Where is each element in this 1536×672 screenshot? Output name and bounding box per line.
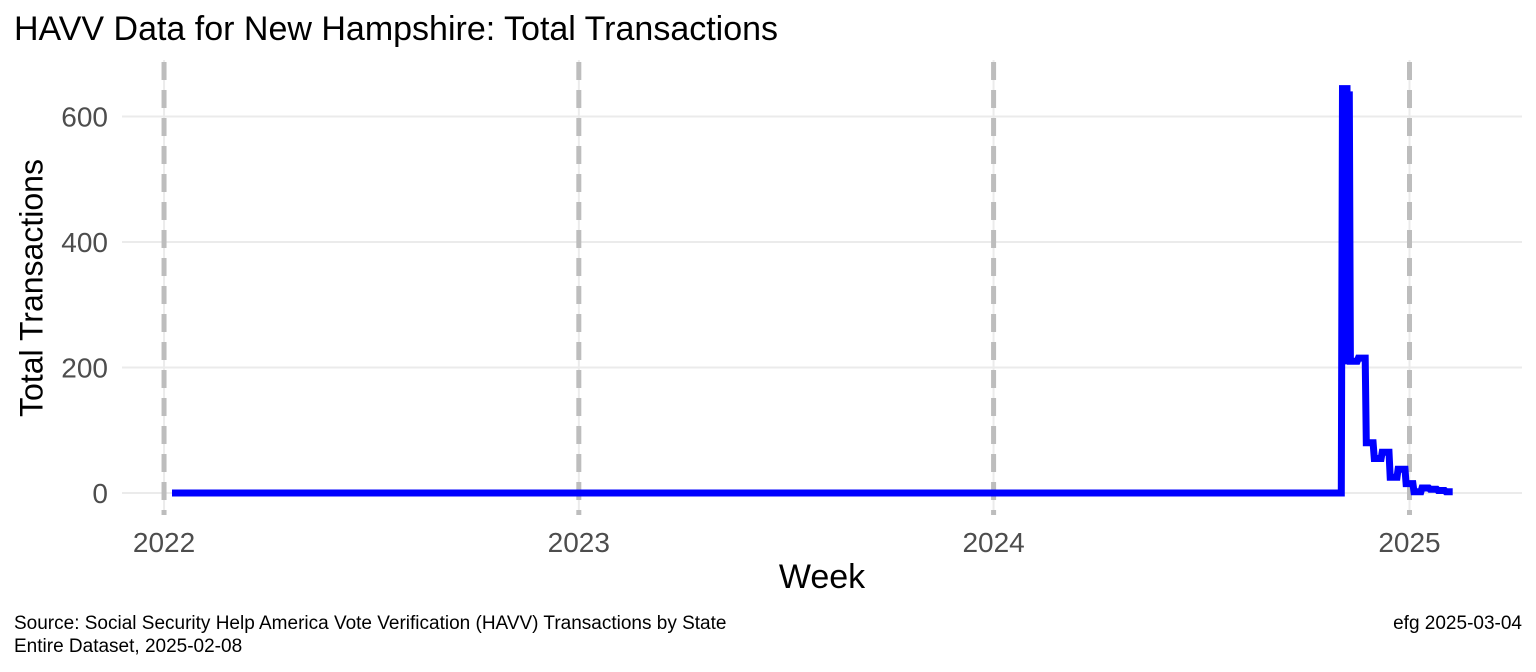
credit-caption: efg 2025-03-04 [1393,613,1522,634]
y-tick-label: 400 [61,227,108,258]
series-line [172,85,1453,497]
tick-labels: 0 200 400 600 2022 2023 2024 2025 [61,101,1440,558]
year-divider-lines [161,62,1412,515]
y-tick-label: 0 [92,478,108,509]
grid-lines [122,60,1522,515]
x-tick-label: 2025 [1378,527,1440,558]
x-tick-label: 2022 [133,527,195,558]
dataset-caption: Entire Dataset, 2025-02-08 [14,636,243,657]
series-layer [172,85,1453,497]
source-caption: Source: Social Security Help America Vot… [14,613,727,634]
x-tick-label: 2023 [548,527,610,558]
x-tick-label: 2024 [962,527,1024,558]
y-tick-label: 600 [61,101,108,132]
y-tick-label: 200 [61,353,108,384]
x-axis-label: Week [778,558,866,596]
chart-title: HAVV Data for New Hampshire: Total Trans… [14,10,779,48]
